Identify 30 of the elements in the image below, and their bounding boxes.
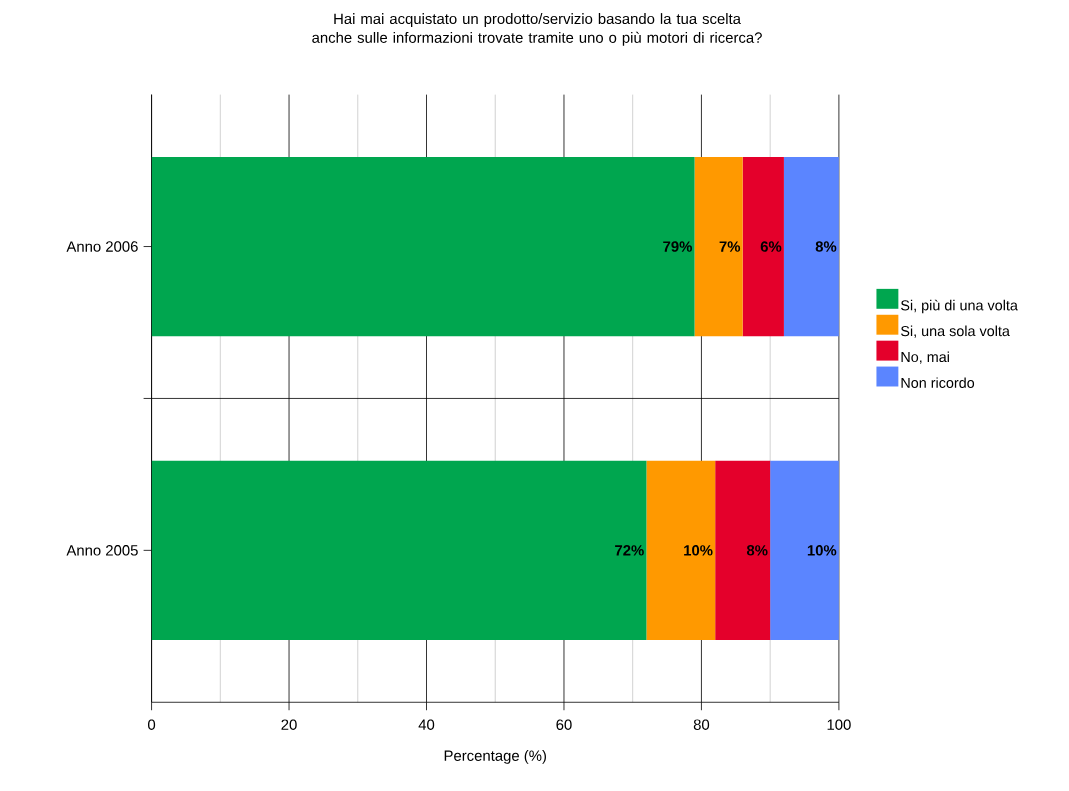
- bar: [770, 460, 839, 641]
- bar: [694, 156, 743, 337]
- legend-label: Non ricordo: [901, 377, 975, 388]
- y-tick-label: Anno 2005: [66, 545, 138, 556]
- bar: [151, 460, 647, 641]
- data-label: 8%: [815, 241, 837, 252]
- x-tick-label: 80: [693, 719, 710, 730]
- x-tick-label: 0: [148, 719, 156, 730]
- bar: [742, 156, 784, 337]
- data-label: 10%: [807, 545, 837, 556]
- data-label: 6%: [760, 241, 782, 252]
- data-label: 7%: [719, 241, 741, 252]
- y-tick-label: Anno 2006: [66, 241, 138, 252]
- chart-title: Hai mai acquistato un prodotto/servizio basando la tua scelta anche sulle informazioni trovate tramite uno o più motori di ricerca?: [312, 13, 762, 46]
- data-label: 10%: [684, 545, 713, 556]
- bar: [715, 460, 771, 641]
- legend-label: No, mai: [901, 351, 949, 364]
- x-axis-title: Percentage (%): [444, 750, 546, 764]
- data-label: 72%: [615, 545, 644, 556]
- data-label: 79%: [663, 241, 692, 252]
- data-label: 8%: [746, 545, 768, 556]
- bar: [151, 156, 695, 337]
- legend-label: Si, una sola volta: [901, 325, 1010, 338]
- bar: [646, 460, 716, 641]
- x-tick-label: 100: [827, 719, 851, 730]
- x-tick-label: 40: [418, 719, 435, 730]
- x-tick-label: 60: [556, 719, 572, 730]
- bar: [783, 156, 839, 337]
- legend-label: Si, più di una volta: [901, 299, 1018, 314]
- x-tick-label: 20: [281, 719, 297, 730]
